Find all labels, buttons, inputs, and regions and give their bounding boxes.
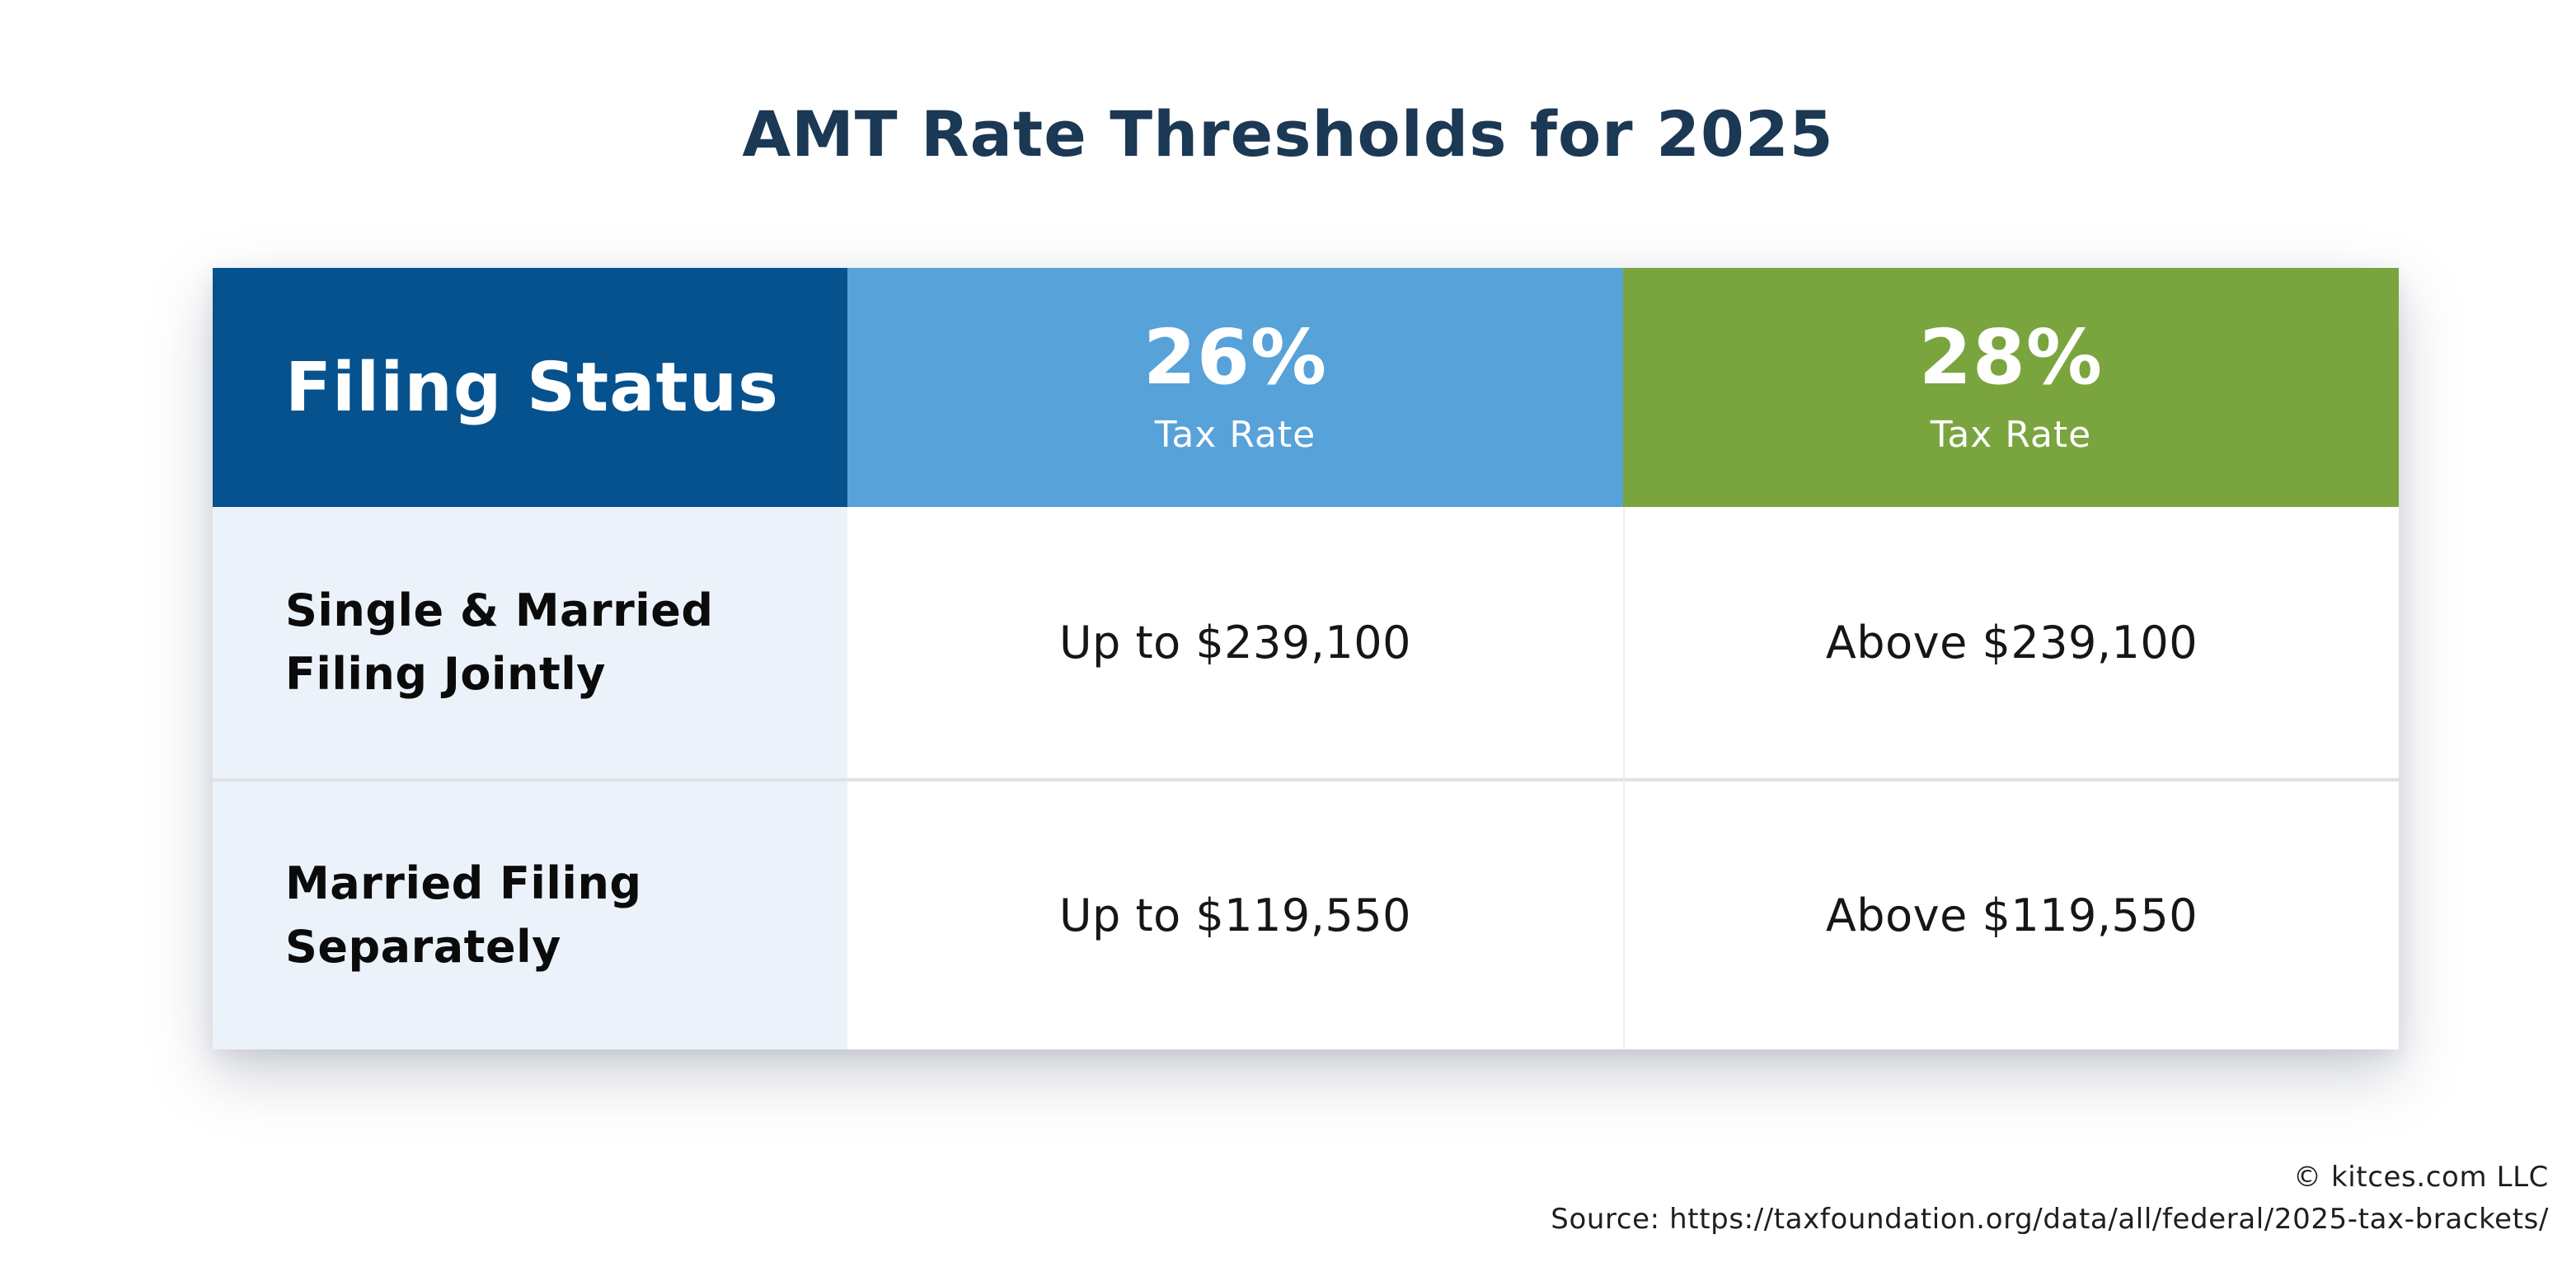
row-mfs-label: Married Filing Separately <box>213 778 847 1049</box>
row-single-mfj-26-threshold: Up to $239,100 <box>847 507 1623 778</box>
row-mfs-label-line2: Separately <box>285 920 561 973</box>
row-single-mfj-label-line2: Filing Jointly <box>285 647 606 700</box>
footer: © kitces.com LLC Source: https://taxfoun… <box>1551 1157 2549 1241</box>
header-26-tax-rate: 26% Tax Rate <box>847 268 1623 507</box>
row-single-mfj-label: Single & Married Filing Jointly <box>213 507 847 778</box>
header-filing-status: Filing Status <box>213 268 847 507</box>
source-text: Source: https://taxfoundation.org/data/a… <box>1551 1203 2549 1236</box>
header-filing-status-label: Filing Status <box>285 348 779 427</box>
page-title: AMT Rate Thresholds for 2025 <box>742 97 1834 171</box>
copyright-text: © kitces.com LLC <box>2292 1161 2549 1194</box>
row-mfs-26-threshold: Up to $119,550 <box>847 778 1623 1049</box>
rate-28-value: 28% <box>1918 312 2104 401</box>
rate-28-sublabel: Tax Rate <box>1930 413 2092 456</box>
row-single-mfj-28-threshold: Above $239,100 <box>1623 507 2399 778</box>
row-single-mfj-label-line1: Single & Married <box>285 584 714 636</box>
row-mfs-28-threshold: Above $119,550 <box>1623 778 2399 1049</box>
rate-26-sublabel: Tax Rate <box>1154 413 1316 456</box>
row-mfs-label-line1: Married Filing <box>285 857 642 909</box>
amt-rate-table: Filing Status 26% Tax Rate 28% Tax Rate … <box>213 268 2399 1049</box>
rate-26-value: 26% <box>1143 312 1328 401</box>
header-28-tax-rate: 28% Tax Rate <box>1623 268 2399 507</box>
